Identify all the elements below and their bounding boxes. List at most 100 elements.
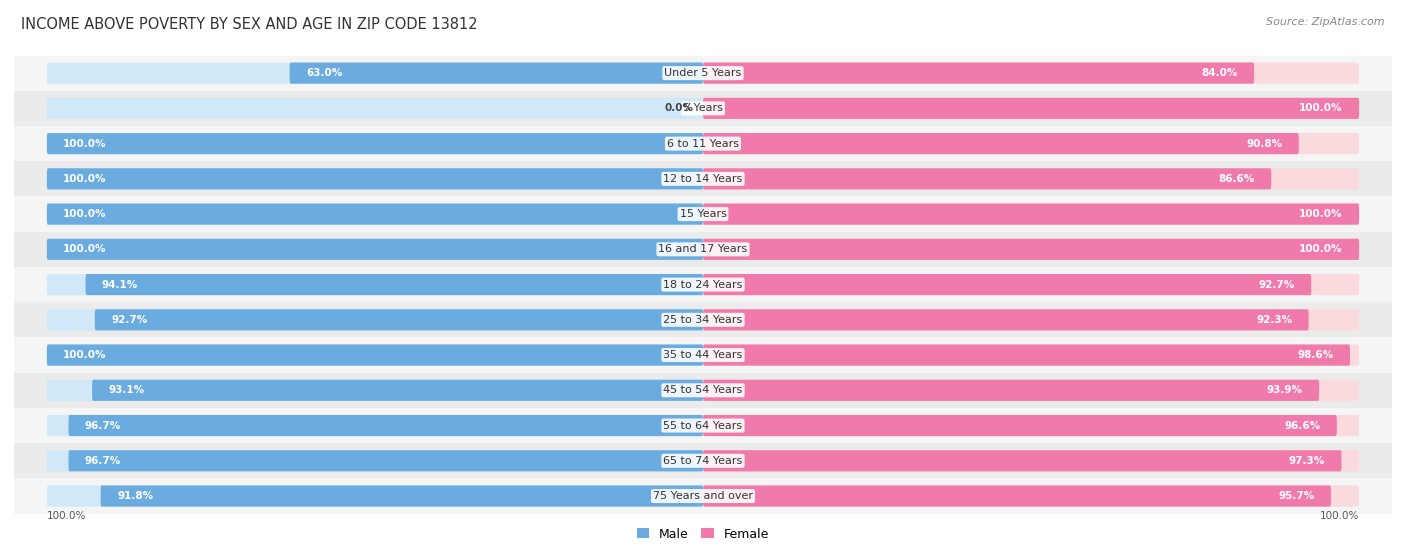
FancyBboxPatch shape — [46, 169, 703, 189]
FancyBboxPatch shape — [46, 485, 703, 507]
FancyBboxPatch shape — [703, 450, 1341, 472]
FancyBboxPatch shape — [46, 344, 703, 365]
FancyBboxPatch shape — [703, 239, 1360, 260]
Text: 90.8%: 90.8% — [1246, 138, 1282, 148]
FancyBboxPatch shape — [703, 204, 1360, 225]
Text: 0.0%: 0.0% — [664, 103, 693, 113]
Text: 6 to 11 Years: 6 to 11 Years — [666, 138, 740, 148]
FancyBboxPatch shape — [46, 169, 703, 189]
Text: INCOME ABOVE POVERTY BY SEX AND AGE IN ZIP CODE 13812: INCOME ABOVE POVERTY BY SEX AND AGE IN Z… — [21, 17, 478, 32]
Text: 96.7%: 96.7% — [84, 456, 121, 466]
Bar — [14, 338, 1392, 373]
Text: 91.8%: 91.8% — [117, 491, 153, 501]
FancyBboxPatch shape — [703, 133, 1360, 154]
FancyBboxPatch shape — [46, 450, 703, 472]
FancyBboxPatch shape — [703, 309, 1360, 330]
FancyBboxPatch shape — [703, 62, 1360, 84]
Text: 92.3%: 92.3% — [1256, 315, 1292, 325]
FancyBboxPatch shape — [46, 344, 703, 365]
Text: 25 to 34 Years: 25 to 34 Years — [664, 315, 742, 325]
Text: 100.0%: 100.0% — [1299, 103, 1343, 113]
Text: 5 Years: 5 Years — [683, 103, 723, 113]
Bar — [14, 91, 1392, 126]
FancyBboxPatch shape — [46, 98, 703, 119]
Bar — [14, 443, 1392, 478]
Text: 93.9%: 93.9% — [1267, 386, 1303, 395]
FancyBboxPatch shape — [69, 450, 703, 472]
FancyBboxPatch shape — [46, 133, 703, 154]
FancyBboxPatch shape — [703, 415, 1337, 436]
Text: 100.0%: 100.0% — [63, 244, 107, 254]
Text: 75 Years and over: 75 Years and over — [652, 491, 754, 501]
FancyBboxPatch shape — [703, 309, 1309, 330]
FancyBboxPatch shape — [703, 485, 1331, 507]
Text: 100.0%: 100.0% — [1320, 512, 1360, 522]
FancyBboxPatch shape — [703, 169, 1360, 189]
Bar — [14, 232, 1392, 267]
Bar — [14, 196, 1392, 232]
Text: 84.0%: 84.0% — [1201, 68, 1237, 78]
Bar — [14, 408, 1392, 443]
Text: 100.0%: 100.0% — [63, 174, 107, 184]
Bar — [14, 302, 1392, 338]
Text: 45 to 54 Years: 45 to 54 Years — [664, 386, 742, 395]
FancyBboxPatch shape — [703, 62, 1254, 84]
Text: 86.6%: 86.6% — [1219, 174, 1254, 184]
FancyBboxPatch shape — [46, 309, 703, 330]
FancyBboxPatch shape — [703, 344, 1360, 365]
FancyBboxPatch shape — [703, 485, 1360, 507]
Text: 94.1%: 94.1% — [103, 280, 138, 290]
Text: 16 and 17 Years: 16 and 17 Years — [658, 244, 748, 254]
Text: 96.6%: 96.6% — [1284, 421, 1320, 431]
Text: 97.3%: 97.3% — [1289, 456, 1324, 466]
FancyBboxPatch shape — [703, 98, 1360, 119]
Legend: Male, Female: Male, Female — [631, 522, 775, 546]
FancyBboxPatch shape — [703, 98, 1360, 119]
Bar — [14, 161, 1392, 196]
Text: 35 to 44 Years: 35 to 44 Years — [664, 350, 742, 360]
Text: 92.7%: 92.7% — [1258, 280, 1295, 290]
Bar — [14, 478, 1392, 514]
Text: 100.0%: 100.0% — [1299, 209, 1343, 219]
FancyBboxPatch shape — [46, 62, 703, 84]
Text: 100.0%: 100.0% — [63, 209, 107, 219]
FancyBboxPatch shape — [46, 239, 703, 260]
Bar — [14, 55, 1392, 91]
Text: 65 to 74 Years: 65 to 74 Years — [664, 456, 742, 466]
Text: 12 to 14 Years: 12 to 14 Years — [664, 174, 742, 184]
FancyBboxPatch shape — [703, 239, 1360, 260]
FancyBboxPatch shape — [86, 274, 703, 295]
Text: 100.0%: 100.0% — [63, 138, 107, 148]
FancyBboxPatch shape — [101, 485, 703, 507]
FancyBboxPatch shape — [290, 62, 703, 84]
Text: 15 Years: 15 Years — [679, 209, 727, 219]
Bar — [14, 267, 1392, 302]
Text: 98.6%: 98.6% — [1298, 350, 1333, 360]
Text: Source: ZipAtlas.com: Source: ZipAtlas.com — [1267, 17, 1385, 27]
Bar — [14, 126, 1392, 161]
FancyBboxPatch shape — [703, 380, 1360, 401]
FancyBboxPatch shape — [46, 239, 703, 260]
Text: 96.7%: 96.7% — [84, 421, 121, 431]
FancyBboxPatch shape — [703, 415, 1360, 436]
FancyBboxPatch shape — [69, 415, 703, 436]
FancyBboxPatch shape — [703, 274, 1312, 295]
FancyBboxPatch shape — [94, 309, 703, 330]
Text: 55 to 64 Years: 55 to 64 Years — [664, 421, 742, 431]
FancyBboxPatch shape — [46, 133, 703, 154]
Text: 18 to 24 Years: 18 to 24 Years — [664, 280, 742, 290]
FancyBboxPatch shape — [46, 415, 703, 436]
FancyBboxPatch shape — [703, 169, 1271, 189]
FancyBboxPatch shape — [703, 204, 1360, 225]
FancyBboxPatch shape — [46, 204, 703, 225]
Text: 100.0%: 100.0% — [46, 512, 86, 522]
Text: 93.1%: 93.1% — [108, 386, 145, 395]
Text: 100.0%: 100.0% — [1299, 244, 1343, 254]
FancyBboxPatch shape — [703, 274, 1360, 295]
FancyBboxPatch shape — [93, 380, 703, 401]
Text: 100.0%: 100.0% — [63, 350, 107, 360]
Text: 63.0%: 63.0% — [307, 68, 342, 78]
FancyBboxPatch shape — [703, 133, 1299, 154]
Text: 95.7%: 95.7% — [1278, 491, 1315, 501]
FancyBboxPatch shape — [46, 204, 703, 225]
